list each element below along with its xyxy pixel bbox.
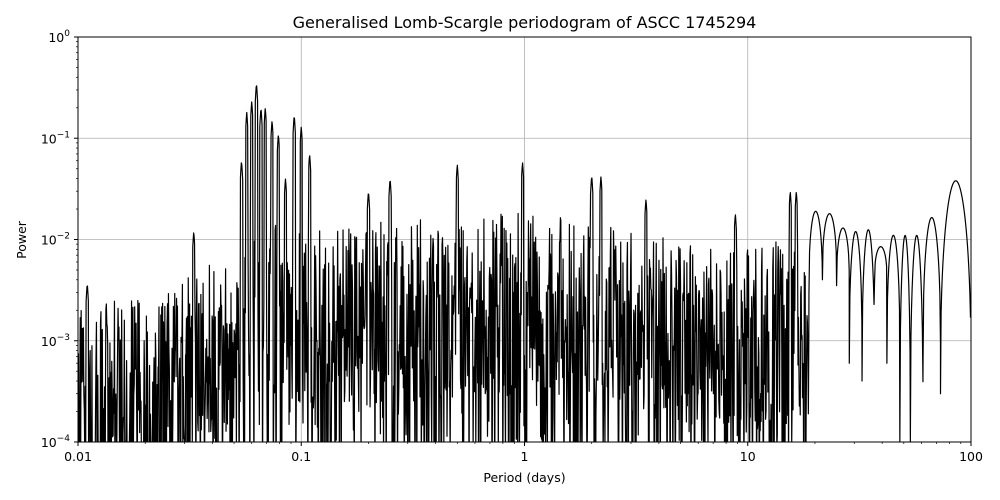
y-tick-label: 10−1 xyxy=(41,130,70,146)
x-tick-label: 1 xyxy=(521,449,529,464)
y-axis-label: Power xyxy=(14,220,29,259)
x-tick-label: 10 xyxy=(740,449,756,464)
y-tick-label: 10−2 xyxy=(41,232,70,248)
x-tick-label: 100 xyxy=(959,449,983,464)
y-axis-ticks: 100 10−1 10−2 10−3 10−4 xyxy=(41,29,78,450)
power-curve xyxy=(78,85,971,442)
y-tick-label: 100 xyxy=(48,29,70,45)
x-tick-label: 0.1 xyxy=(291,449,311,464)
chart-title: Generalised Lomb-Scargle periodogram of … xyxy=(293,13,757,32)
x-tick-label: 0.01 xyxy=(64,449,92,464)
x-axis-label: Period (days) xyxy=(483,470,565,485)
x-axis-ticks: 0.01 0.1 1 10 100 xyxy=(64,442,983,464)
y-tick-label: 10−4 xyxy=(41,434,70,450)
y-tick-label: 10−3 xyxy=(41,333,70,349)
